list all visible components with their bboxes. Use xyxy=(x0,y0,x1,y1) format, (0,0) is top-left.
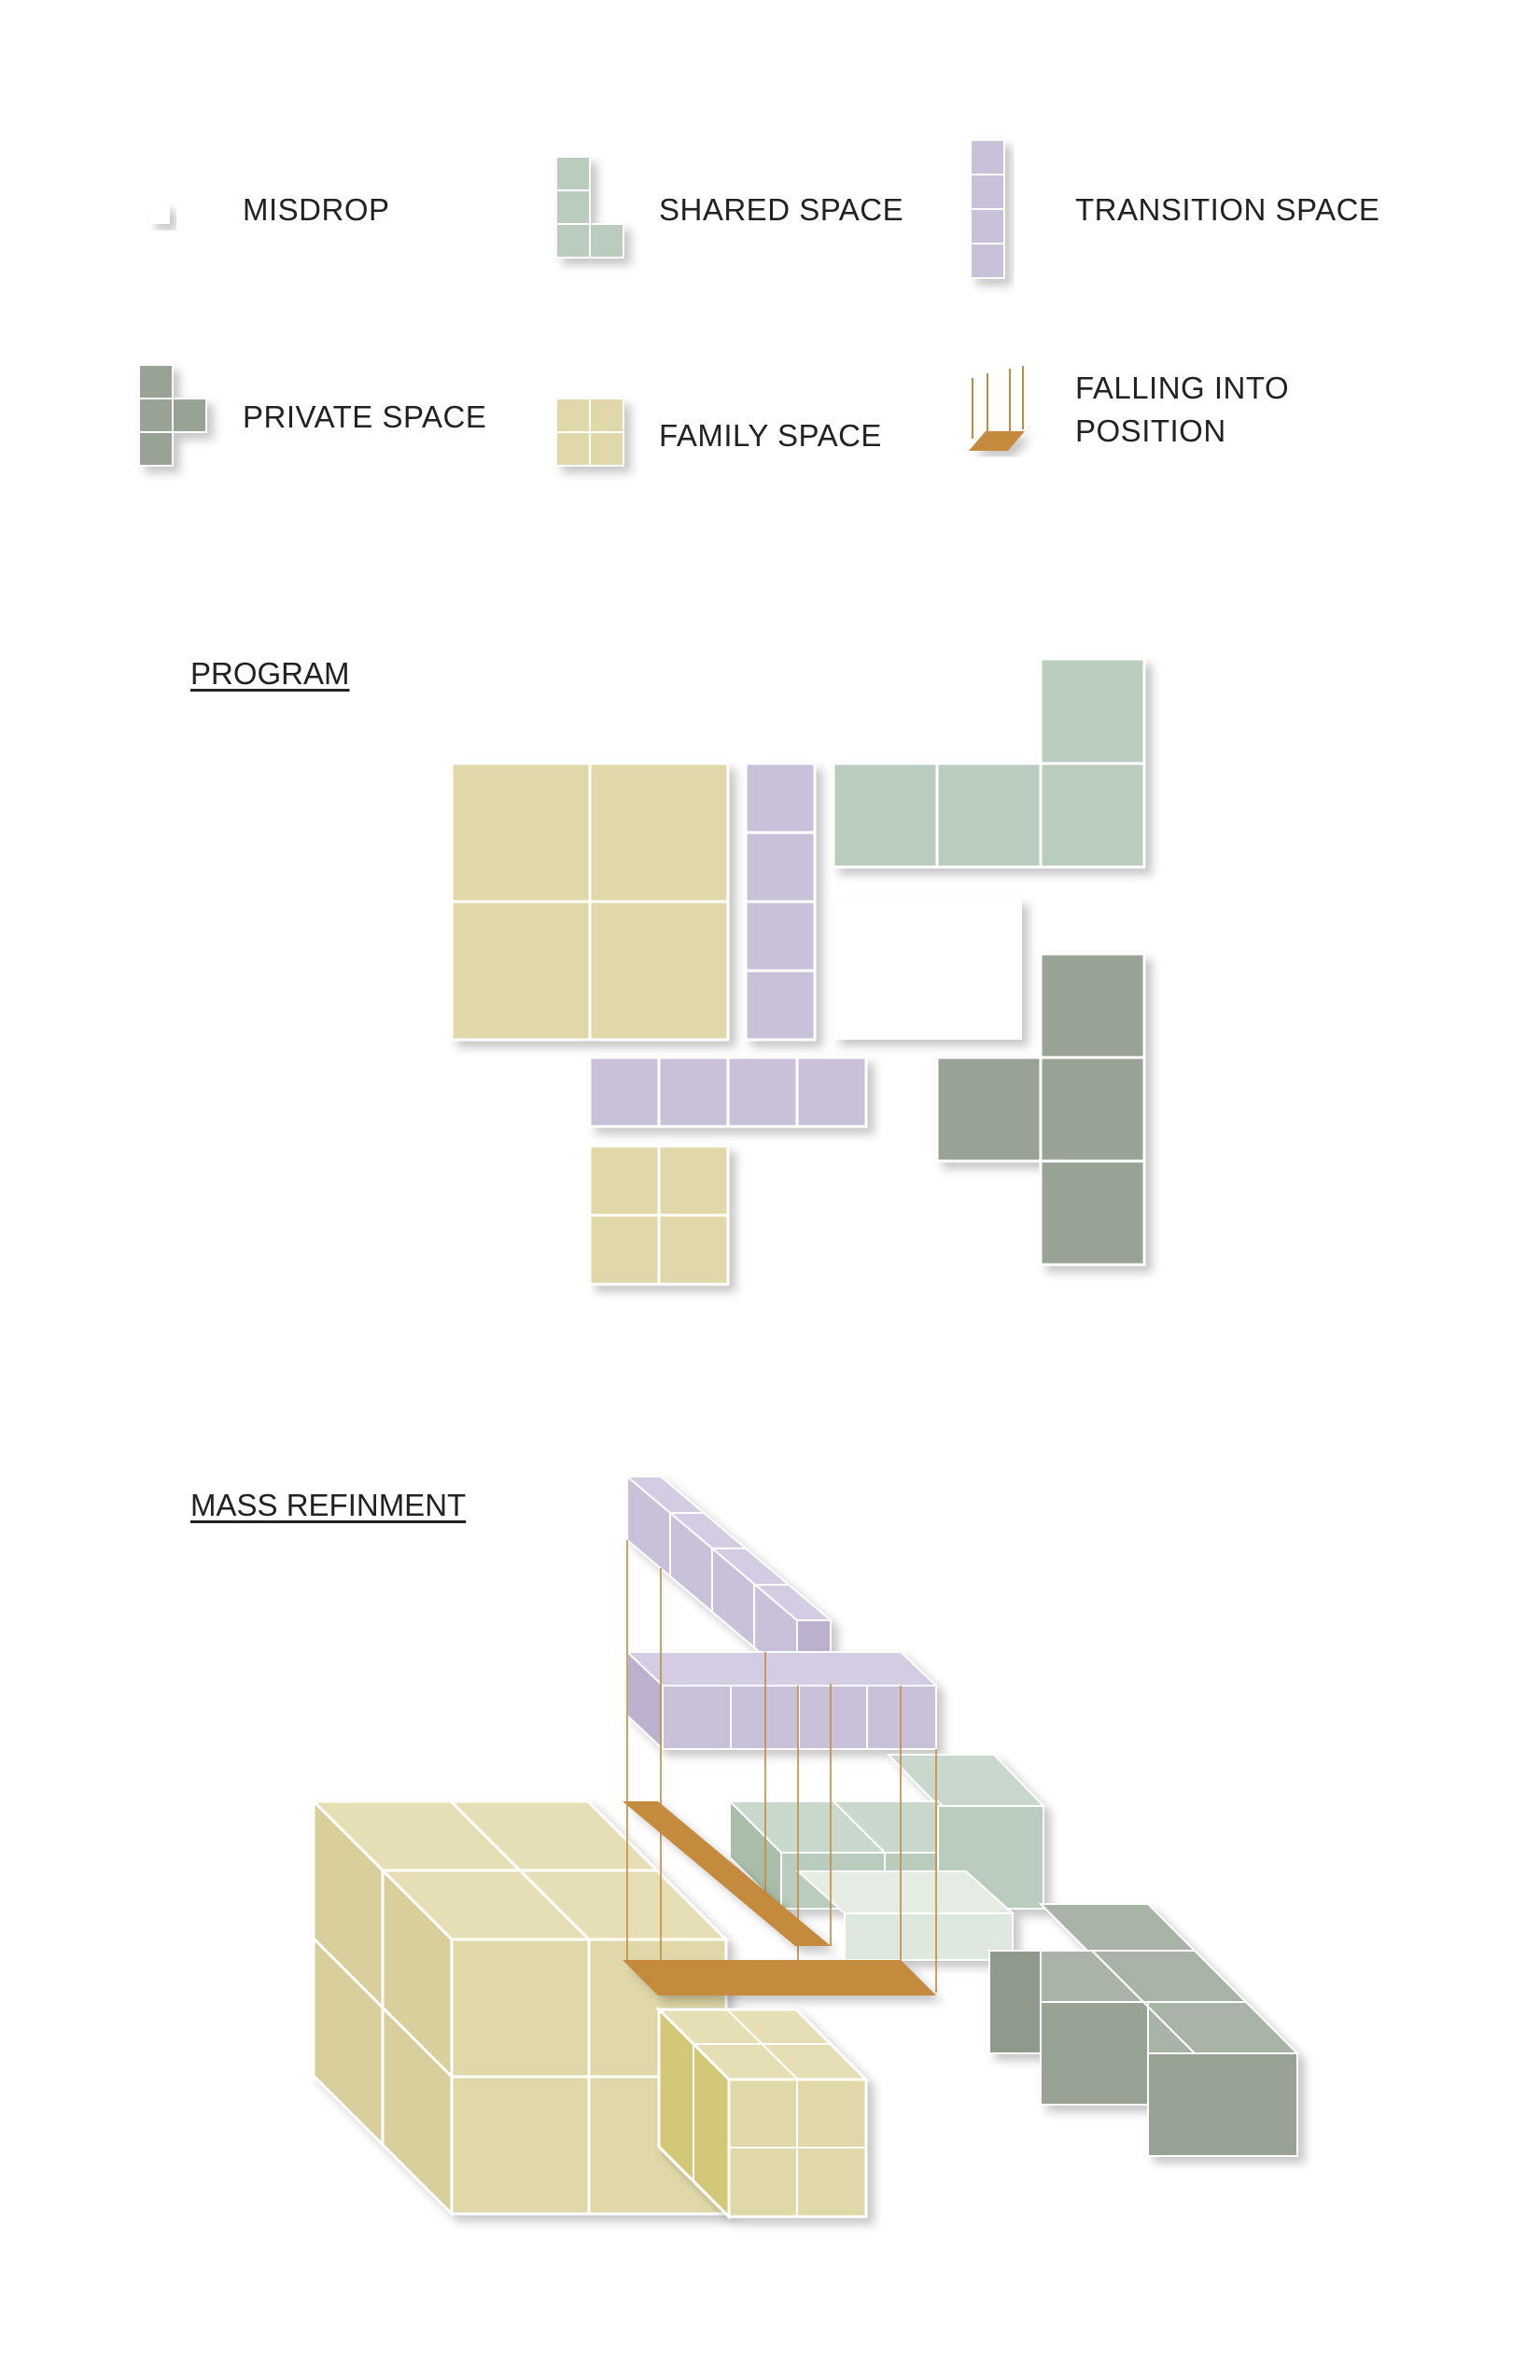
shared-space-block xyxy=(832,657,1146,869)
single-white-block-icon xyxy=(149,203,170,224)
legend-falling-label-line2: POSITION xyxy=(1075,413,1226,448)
transition-space-block-vertical xyxy=(744,762,817,1042)
o-tetromino-icon xyxy=(555,398,624,467)
program-title: PROGRAM xyxy=(190,656,350,691)
i-tetromino-icon xyxy=(970,139,1005,279)
private-mass xyxy=(987,1903,1300,2157)
family-space-block-small xyxy=(588,1144,730,1286)
falling-plate-icon xyxy=(969,366,1025,451)
legend-shared-label: SHARED SPACE xyxy=(659,192,904,227)
family-space-block-large xyxy=(450,762,730,1042)
transition-mass-lower xyxy=(624,1649,939,1752)
legend-family-label: FAMILY SPACE xyxy=(659,418,882,453)
l-tetromino-icon xyxy=(555,156,624,259)
legend-falling-label: FALLING INTO POSITION xyxy=(1075,367,1289,453)
legend-misdrop-label: MISDROP xyxy=(243,192,390,227)
legend-transition-label: TRANSITION SPACE xyxy=(1075,192,1380,227)
shared-mass xyxy=(727,1754,1046,1961)
transition-space-block-horizontal xyxy=(588,1056,868,1128)
misdrop-block xyxy=(833,898,1022,1040)
legend-private-label: PRIVATE SPACE xyxy=(243,399,487,434)
legend xyxy=(138,139,1025,467)
falling-plates xyxy=(623,1801,936,1995)
legend-falling-label-line1: FALLING INTO xyxy=(1075,371,1290,405)
private-space-block xyxy=(935,952,1146,1267)
mass-refinement-title: MASS REFINMENT xyxy=(190,1488,467,1522)
t-tetromino-icon xyxy=(138,364,207,467)
family-mass-small xyxy=(655,2006,870,2220)
program-diagram xyxy=(450,657,1146,1286)
mass-refinement-diagram xyxy=(310,1474,1300,2220)
